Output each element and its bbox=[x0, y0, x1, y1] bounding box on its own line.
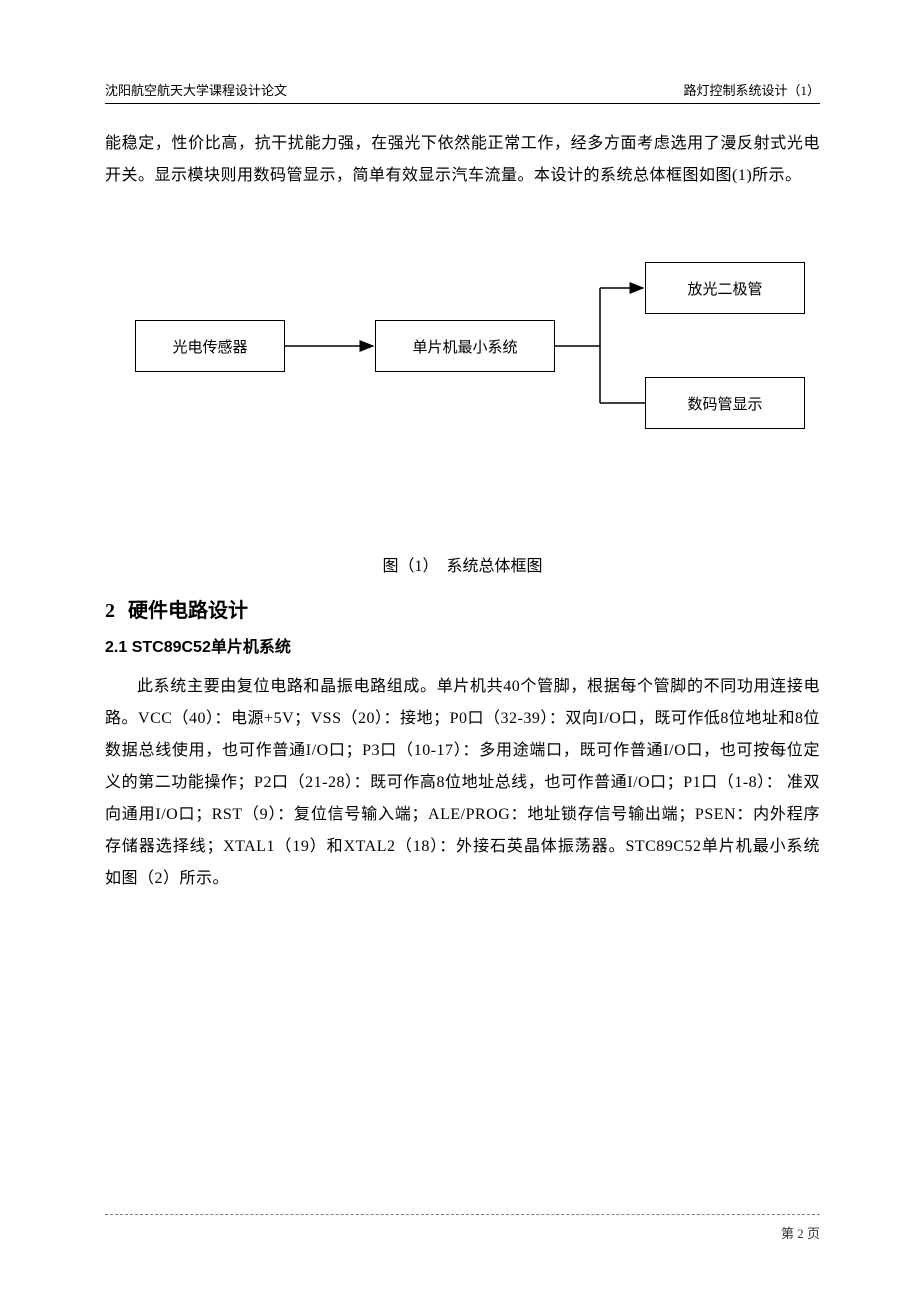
node-display: 数码管显示 bbox=[645, 377, 805, 429]
section-title: 硬件电路设计 bbox=[128, 600, 248, 622]
page-container: 沈阳航空航天大学课程设计论文 路灯控制系统设计（1） 能稳定，性价比高，抗干扰能… bbox=[0, 0, 920, 1302]
node-led: 放光二极管 bbox=[645, 262, 805, 314]
figure-caption: 图（1） 系统总体框图 bbox=[105, 552, 820, 576]
page-footer: 第 2 页 bbox=[105, 1214, 820, 1242]
body-paragraph-2: 此系统主要由复位电路和晶振电路组成。单片机共40个管脚，根据每个管脚的不同功用连… bbox=[105, 671, 820, 895]
node-sensor: 光电传感器 bbox=[135, 320, 285, 372]
footer-divider bbox=[105, 1214, 820, 1215]
system-diagram: 光电传感器 单片机最小系统 放光二极管 数码管显示 bbox=[105, 222, 820, 542]
node-mcu: 单片机最小系统 bbox=[375, 320, 555, 372]
section-heading: 2 硬件电路设计 bbox=[105, 594, 820, 623]
header-left: 沈阳航空航天大学课程设计论文 bbox=[105, 80, 287, 99]
subsection-title-pre: STC89C52 bbox=[132, 639, 211, 656]
body-paragraph-1: 能稳定，性价比高，抗干扰能力强，在强光下依然能正常工作，经多方面考虑选用了漫反射… bbox=[105, 128, 820, 192]
subsection-number: 2.1 bbox=[105, 639, 127, 656]
header-right: 路灯控制系统设计（1） bbox=[683, 80, 820, 99]
page-header: 沈阳航空航天大学课程设计论文 路灯控制系统设计（1） bbox=[105, 80, 820, 104]
subsection-title-post: 单片机系统 bbox=[211, 639, 291, 656]
subsection-heading: 2.1 STC89C52单片机系统 bbox=[105, 633, 820, 657]
section-number: 2 bbox=[105, 600, 115, 622]
page-number: 第 2 页 bbox=[105, 1223, 820, 1242]
